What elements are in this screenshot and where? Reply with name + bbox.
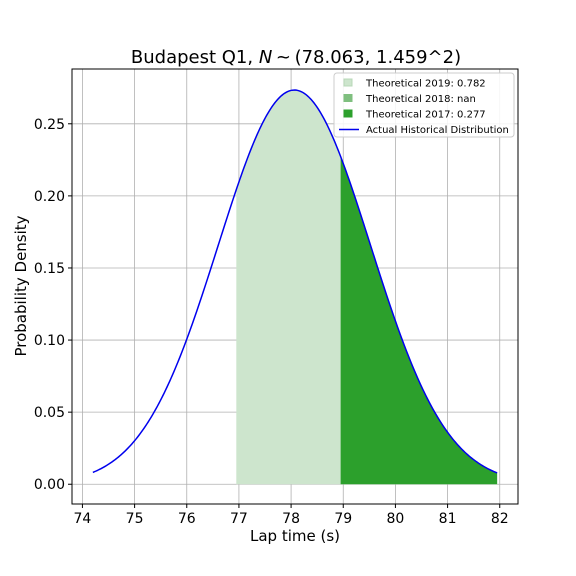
y-tick-label: 0.20 xyxy=(34,189,65,205)
x-tick-label: 76 xyxy=(178,511,196,527)
x-tick-label: 77 xyxy=(230,511,248,527)
x-axis-label: Lap time (s) xyxy=(250,527,340,545)
fill-area-2 xyxy=(340,156,498,485)
fill-areas xyxy=(236,90,498,485)
y-tick-label: 0.15 xyxy=(34,261,65,277)
legend-entry-label: Theoretical 2019: 0.782 xyxy=(365,79,486,90)
x-tick-label: 74 xyxy=(74,511,92,527)
y-tick-label: 0.00 xyxy=(34,477,65,493)
x-tick-label: 81 xyxy=(439,511,457,527)
y-tick-label: 0.25 xyxy=(34,117,65,133)
curve-layer xyxy=(92,89,498,474)
x-tick-label: 82 xyxy=(491,511,509,527)
legend-swatch xyxy=(343,94,353,102)
x-tick-label: 78 xyxy=(282,511,300,527)
chart-title: Budapest Q1, N ~ (78.063, 1.459^2) xyxy=(131,47,461,68)
legend-entry-label: Theoretical 2017: 0.277 xyxy=(365,110,486,121)
y-tick-label: 0.05 xyxy=(34,405,65,421)
x-tick-label: 80 xyxy=(387,511,405,527)
legend-entry-label: Actual Historical Distribution xyxy=(366,125,509,136)
x-tick-label: 79 xyxy=(334,511,352,527)
legend-swatch xyxy=(343,109,353,118)
legend-entry-label: Theoretical 2018: nan xyxy=(365,94,476,105)
plot-frame xyxy=(71,68,519,505)
legend-swatch xyxy=(343,78,353,87)
ticks: 74 75 76 77 78 79 80 81 82 0.00 0.05 0.10 0.15 0.20 0.… xyxy=(34,117,509,527)
distribution-curve xyxy=(92,89,498,474)
x-tick-label: 75 xyxy=(126,511,144,527)
y-tick-label: 0.10 xyxy=(34,333,65,349)
y-axis-label: Probability Density xyxy=(12,215,30,356)
legend: Theoretical 2019: 0.782 Theoretical 2018:… xyxy=(333,72,515,138)
legend-box xyxy=(333,72,515,138)
